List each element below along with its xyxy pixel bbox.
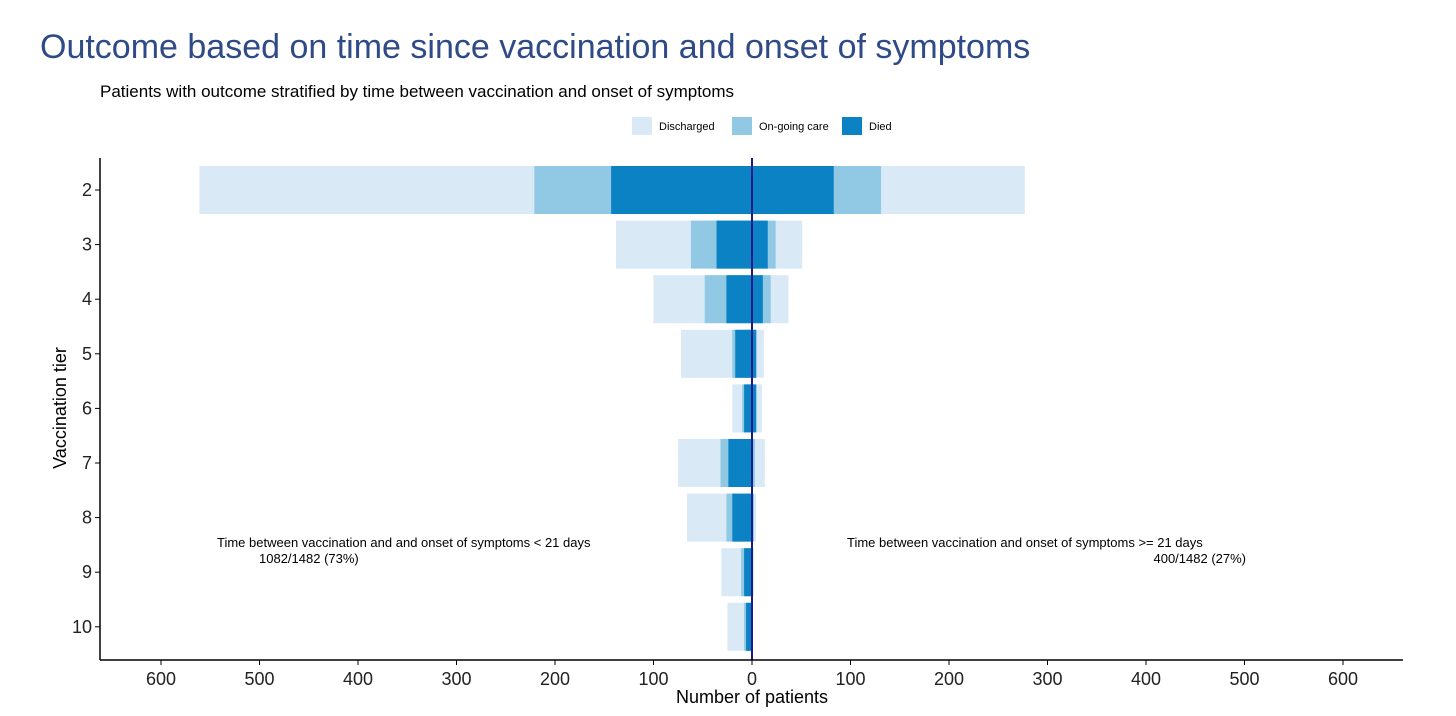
x-axis-label: Number of patients (676, 687, 828, 707)
bar-right-tier-2-died (752, 166, 834, 214)
x-tick-label: 100 (835, 669, 865, 689)
bar-layer (199, 166, 1025, 651)
bar-left-tier-6-died (744, 384, 752, 433)
chart-title: Patients with outcome stratified by time… (100, 82, 734, 101)
bar-left-tier-10-died (746, 602, 752, 651)
legend-label: On-going care (759, 121, 829, 133)
y-ticks: 2 3 4 5 6 7 8 9 10 (72, 180, 100, 637)
slide-title: Outcome based on time since vaccination … (40, 28, 1031, 66)
bar-right-tier-3-died (752, 220, 768, 269)
x-tick-label: 0 (747, 669, 757, 689)
bar-left-tier-3-died (716, 220, 752, 269)
group-label-left: Time between vaccination and and onset o… (217, 535, 591, 550)
bar-right-tier-7-discharged (752, 439, 765, 487)
group-count-left: 1082/1482 (73%) (259, 551, 359, 566)
group-count-right: 400/1482 (27%) (1153, 551, 1246, 566)
y-tick-label: 10 (72, 617, 92, 637)
y-tick-label: 3 (82, 235, 92, 255)
x-tick-label: 600 (1328, 669, 1358, 689)
y-tick-label: 9 (82, 562, 92, 582)
bar-right-tier-6-died (752, 384, 756, 433)
x-tick-label: 500 (244, 669, 274, 689)
y-tick-label: 6 (82, 398, 92, 418)
legend-swatch-on-going-care (732, 117, 752, 135)
bar-left-tier-8-died (732, 493, 752, 542)
y-axis-label: Vaccination tier (50, 347, 70, 469)
bar-left-tier-9-died (744, 548, 752, 597)
group-labels: Time between vaccination and and onset o… (217, 535, 1246, 566)
bar-right-tier-7-on-going-care (752, 439, 755, 487)
group-label-right: Time between vaccination and onset of sy… (847, 535, 1203, 550)
x-tick-label: 500 (1229, 669, 1259, 689)
bar-left-tier-4-died (726, 275, 752, 324)
y-tick-label: 2 (82, 180, 92, 200)
legend-swatch-discharged (632, 117, 652, 135)
bar-right-tier-5-died (752, 329, 756, 378)
y-tick-label: 4 (82, 289, 92, 309)
x-tick-label: 400 (1131, 669, 1161, 689)
x-tick-label: 300 (1032, 669, 1062, 689)
y-tick-label: 5 (82, 344, 92, 364)
legend: Discharged On-going care Died (632, 117, 892, 135)
bar-right-tier-4-died (752, 275, 763, 324)
x-tick-label: 300 (441, 669, 471, 689)
bar-left-tier-5-died (735, 329, 752, 378)
y-tick-label: 7 (82, 453, 92, 473)
x-tick-label: 400 (343, 669, 373, 689)
y-tick-label: 8 (82, 508, 92, 528)
x-tick-label: 100 (638, 669, 668, 689)
bar-right-tier-5-discharged (752, 329, 764, 378)
bar-left-tier-7-died (728, 439, 752, 487)
legend-label: Died (869, 121, 892, 133)
x-tick-label: 200 (934, 669, 964, 689)
legend-swatch-died (842, 117, 862, 135)
x-tick-label: 600 (146, 669, 176, 689)
bar-left-tier-2-died (611, 166, 752, 214)
x-ticks: 600 500 400 300 200 100 0 100 200 300 400 500 600 (146, 660, 1358, 689)
legend-label: Discharged (659, 121, 715, 133)
x-tick-label: 200 (540, 669, 570, 689)
